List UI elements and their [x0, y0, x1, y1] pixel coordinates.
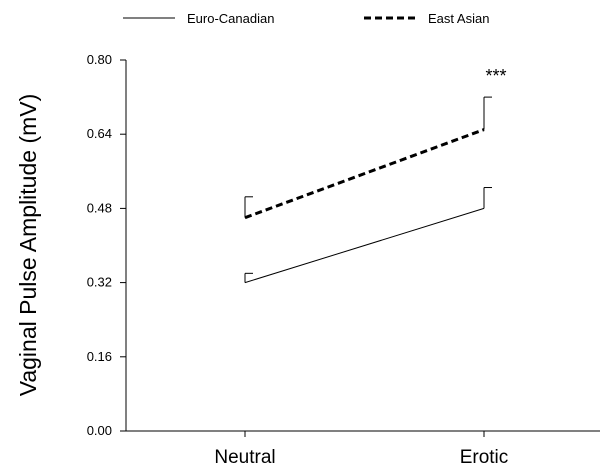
- x-tick-label-neutral: Neutral: [214, 447, 275, 468]
- x-ticks: Neutral Erotic: [214, 431, 508, 468]
- legend-label-east-asian: East Asian: [428, 11, 489, 26]
- y-tick-label-3: 0.48: [87, 200, 112, 215]
- y-tick-label-1: 0.16: [87, 349, 112, 364]
- legend: Euro-Canadian East Asian: [123, 11, 489, 26]
- series-line-euro-canadian: [244, 207, 485, 284]
- error-bars: [244, 96, 492, 283]
- series-lines: [244, 128, 485, 284]
- significance-annotation: ***: [485, 66, 506, 86]
- y-tick-label-2: 0.32: [87, 275, 112, 290]
- annotations: ***: [485, 66, 506, 86]
- y-tick-label-5: 0.80: [87, 52, 112, 67]
- series-line-east-asian: [244, 128, 485, 220]
- y-axis-title: Vaginal Pulse Amplitude (mV): [15, 94, 41, 397]
- x-tick-label-erotic: Erotic: [460, 447, 509, 468]
- legend-label-euro-canadian: Euro-Canadian: [187, 11, 274, 26]
- y-tick-label-4: 0.64: [87, 126, 112, 141]
- y-ticks: 0.00 0.16 0.32 0.48 0.64 0.80: [87, 52, 126, 438]
- y-tick-label-0: 0.00: [87, 423, 112, 438]
